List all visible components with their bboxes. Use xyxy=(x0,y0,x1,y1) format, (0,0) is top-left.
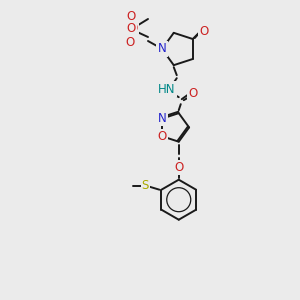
Text: O: O xyxy=(199,25,208,38)
Text: S: S xyxy=(142,179,149,192)
Text: O: O xyxy=(125,35,135,49)
Text: O: O xyxy=(126,10,136,22)
Text: O: O xyxy=(158,130,166,143)
Text: N: N xyxy=(158,43,166,56)
Text: O: O xyxy=(188,87,197,100)
Text: O: O xyxy=(128,22,138,34)
Text: O: O xyxy=(174,161,183,174)
Text: O: O xyxy=(126,22,136,35)
Text: N: N xyxy=(158,112,166,125)
Text: HN: HN xyxy=(158,83,175,96)
